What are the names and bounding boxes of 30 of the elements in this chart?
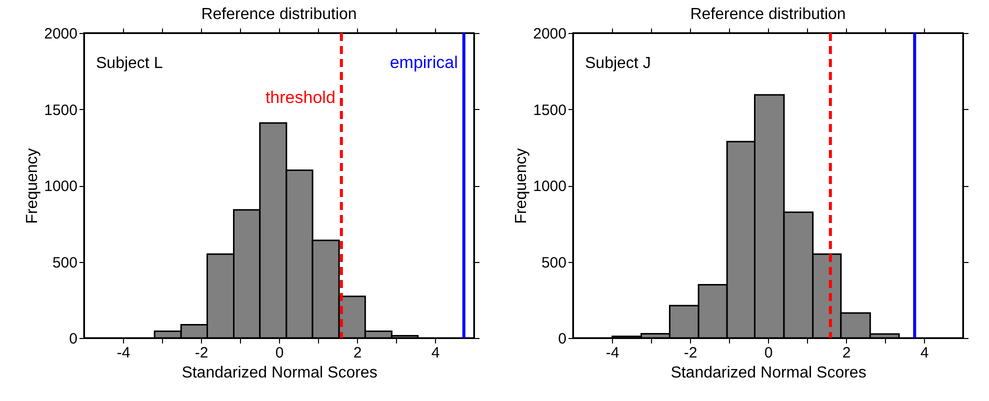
y-tick-label: 0 bbox=[558, 330, 566, 348]
x-tick-label: 4 bbox=[431, 344, 440, 362]
x-tick-label: -4 bbox=[116, 344, 130, 362]
x-tick-label: 0 bbox=[275, 344, 284, 362]
y-tick-label: 2000 bbox=[533, 26, 566, 42]
x-tick-label: -2 bbox=[684, 344, 698, 362]
y-tick-label: 500 bbox=[52, 254, 78, 272]
ref-line-label: threshold bbox=[265, 88, 336, 107]
y-tick-label: 500 bbox=[541, 254, 566, 272]
x-axis-title: Standarized Normal Scores bbox=[670, 364, 866, 382]
x-tick-label: -2 bbox=[194, 344, 208, 362]
chart-title: Reference distribution bbox=[201, 6, 357, 23]
x-tick-label: 2 bbox=[842, 344, 851, 362]
chart-title: Reference distribution bbox=[690, 6, 846, 23]
y-axis-title: Frequency bbox=[513, 148, 530, 224]
ref-line-label: empirical bbox=[390, 53, 458, 72]
y-tick-label: 1000 bbox=[44, 178, 78, 195]
y-tick-label: 0 bbox=[69, 330, 78, 348]
y-tick-label: 1500 bbox=[44, 102, 78, 119]
x-tick-label: 2 bbox=[353, 344, 362, 362]
y-tick-label: 1500 bbox=[533, 102, 566, 119]
x-axis-title: Standarized Normal Scores bbox=[182, 364, 378, 382]
x-tick-label: 4 bbox=[920, 344, 929, 362]
x-tick-label: -4 bbox=[606, 344, 620, 362]
annotation: Subject J bbox=[585, 55, 651, 72]
y-tick-label: 2000 bbox=[44, 26, 78, 42]
annotation: Subject L bbox=[96, 55, 163, 72]
x-tick-label: 0 bbox=[764, 344, 773, 362]
y-tick-label: 1000 bbox=[533, 178, 566, 195]
y-axis-title: Frequency bbox=[24, 148, 42, 224]
